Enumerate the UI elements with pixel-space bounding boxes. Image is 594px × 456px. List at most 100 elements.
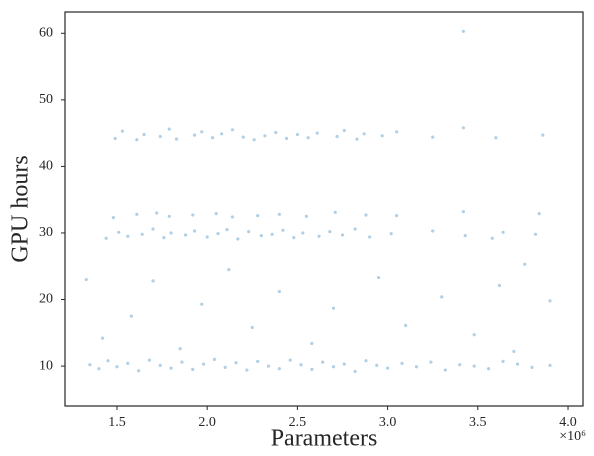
point [227, 267, 231, 272]
point [270, 232, 274, 236]
point [84, 277, 88, 282]
point [201, 362, 206, 366]
point [169, 366, 173, 370]
point [277, 212, 281, 216]
point [501, 359, 505, 364]
point [523, 262, 527, 266]
point [183, 233, 188, 237]
point [167, 214, 171, 218]
x-offset-label: ×10⁶ [559, 429, 586, 444]
point [214, 212, 218, 216]
point [315, 131, 319, 135]
point [277, 289, 281, 294]
point [205, 235, 209, 239]
point [151, 279, 155, 283]
point [259, 234, 263, 238]
x-tick-label: 2.0 [198, 415, 216, 430]
y-tick-label: 60 [39, 26, 53, 41]
point [192, 133, 197, 137]
point [355, 137, 359, 141]
point [220, 132, 224, 136]
point [266, 364, 271, 368]
point [137, 369, 141, 373]
point [342, 128, 346, 133]
point [284, 136, 289, 141]
point [461, 29, 465, 33]
point [295, 132, 299, 137]
point [537, 212, 541, 216]
point [256, 359, 260, 364]
point [241, 135, 245, 139]
point [497, 283, 502, 288]
point [250, 325, 254, 330]
point [192, 229, 197, 233]
x-tick-label: 3.5 [469, 415, 487, 430]
point [494, 136, 498, 140]
point [88, 363, 92, 367]
point [120, 129, 124, 133]
point [247, 230, 251, 234]
point [288, 358, 292, 362]
point [191, 213, 195, 217]
point [100, 336, 105, 340]
point [333, 210, 337, 214]
point [236, 237, 240, 241]
point [429, 360, 433, 364]
point [490, 236, 494, 240]
point [277, 367, 281, 371]
point [380, 134, 384, 138]
point [212, 357, 216, 362]
point [301, 231, 305, 235]
point [306, 136, 310, 140]
point [310, 367, 314, 371]
point [263, 134, 267, 138]
point [104, 236, 108, 240]
point [252, 138, 256, 142]
point [548, 299, 552, 303]
point [414, 365, 419, 369]
point [230, 215, 235, 219]
point [281, 228, 285, 232]
point [512, 349, 516, 354]
point [292, 236, 296, 240]
point [135, 212, 139, 216]
point [458, 363, 462, 367]
point [548, 363, 552, 368]
point [501, 230, 505, 234]
point [331, 365, 336, 369]
point [367, 235, 372, 239]
point [335, 134, 339, 139]
point [191, 367, 195, 371]
point [487, 367, 491, 371]
point [304, 214, 309, 218]
point [515, 362, 520, 366]
point [431, 135, 435, 139]
point [353, 227, 357, 231]
point [256, 214, 260, 218]
point [541, 133, 545, 137]
point [151, 227, 155, 231]
point [310, 341, 314, 346]
plot-frame [64, 11, 584, 407]
point [180, 360, 184, 364]
point [223, 365, 227, 369]
x-tick-label: 4.0 [559, 415, 577, 430]
y-tick-label: 20 [39, 292, 53, 307]
point [234, 361, 238, 365]
point [463, 234, 467, 238]
point [340, 233, 345, 237]
point [115, 365, 119, 369]
point [321, 360, 325, 364]
point [126, 234, 130, 238]
point [342, 362, 346, 366]
point [158, 363, 162, 368]
y-tick-label: 10 [39, 358, 53, 373]
point [167, 127, 171, 131]
point [216, 232, 220, 236]
point [140, 232, 144, 236]
point [174, 137, 179, 141]
point [299, 363, 303, 367]
point [376, 275, 381, 280]
